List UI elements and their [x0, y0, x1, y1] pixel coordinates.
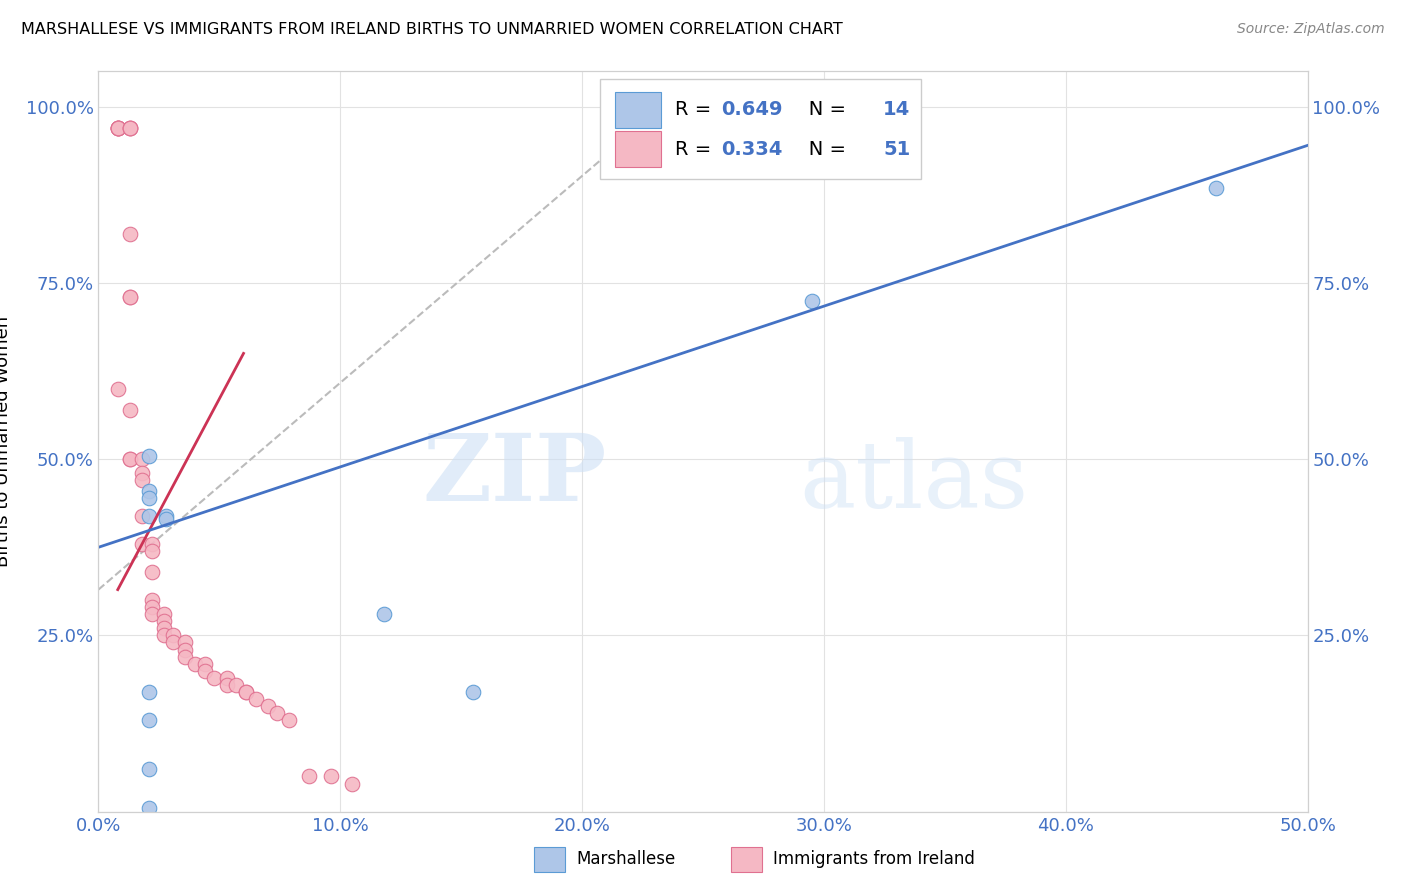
Point	[118, 290, 141, 304]
Point	[298, 769, 321, 783]
Point	[319, 769, 342, 783]
Point	[162, 628, 184, 642]
Point	[1205, 180, 1227, 194]
Point	[118, 120, 141, 135]
Point	[107, 120, 129, 135]
Point	[194, 664, 217, 678]
Point	[138, 763, 160, 777]
Point	[107, 120, 129, 135]
Point	[256, 698, 278, 713]
Point	[278, 713, 301, 727]
Text: Source: ZipAtlas.com: Source: ZipAtlas.com	[1237, 22, 1385, 37]
Y-axis label: Births to Unmarried Women: Births to Unmarried Women	[0, 316, 11, 567]
Text: N =: N =	[790, 101, 852, 120]
Point	[184, 657, 207, 671]
Text: 0.334: 0.334	[721, 139, 783, 159]
Point	[266, 706, 288, 720]
Point	[118, 120, 141, 135]
Point	[235, 685, 257, 699]
Point	[131, 473, 153, 487]
FancyBboxPatch shape	[614, 131, 661, 167]
Point	[131, 467, 153, 481]
Point	[152, 607, 174, 622]
Point	[141, 600, 163, 615]
Point	[162, 635, 184, 649]
Point	[155, 512, 177, 526]
Point	[138, 801, 160, 815]
Point	[131, 508, 153, 523]
Point	[138, 449, 160, 463]
Text: 51: 51	[883, 139, 911, 159]
FancyBboxPatch shape	[614, 92, 661, 128]
Point	[138, 508, 160, 523]
Point	[152, 621, 174, 635]
Text: R =: R =	[675, 139, 717, 159]
Text: N =: N =	[790, 139, 852, 159]
Text: Immigrants from Ireland: Immigrants from Ireland	[773, 850, 976, 868]
Text: MARSHALLESE VS IMMIGRANTS FROM IRELAND BIRTHS TO UNMARRIED WOMEN CORRELATION CHA: MARSHALLESE VS IMMIGRANTS FROM IRELAND B…	[21, 22, 842, 37]
Point	[107, 120, 129, 135]
Point	[141, 537, 163, 551]
Point	[152, 615, 174, 629]
Point	[107, 120, 129, 135]
Point	[342, 776, 364, 790]
Point	[245, 692, 267, 706]
Point	[138, 713, 160, 727]
Point	[204, 671, 226, 685]
Text: ZIP: ZIP	[422, 430, 606, 520]
Point	[463, 685, 485, 699]
Text: atlas: atlas	[800, 437, 1029, 527]
Point	[215, 671, 238, 685]
Point	[174, 635, 197, 649]
Point	[800, 293, 823, 308]
Point	[152, 628, 174, 642]
Point	[118, 402, 141, 417]
Text: 14: 14	[883, 101, 911, 120]
Text: R =: R =	[675, 101, 717, 120]
Point	[138, 685, 160, 699]
Point	[138, 483, 160, 498]
Point	[138, 491, 160, 505]
Point	[118, 452, 141, 467]
Point	[118, 452, 141, 467]
Point	[118, 227, 141, 241]
Point	[141, 593, 163, 607]
Point	[225, 678, 247, 692]
Point	[107, 120, 129, 135]
FancyBboxPatch shape	[600, 78, 921, 178]
Text: Marshallese: Marshallese	[576, 850, 676, 868]
Point	[118, 290, 141, 304]
Point	[174, 649, 197, 664]
Point	[174, 642, 197, 657]
Point	[155, 508, 177, 523]
Point	[141, 544, 163, 558]
Point	[141, 607, 163, 622]
Point	[141, 565, 163, 579]
Point	[373, 607, 395, 622]
Point	[131, 452, 153, 467]
Point	[215, 678, 238, 692]
Point	[194, 657, 217, 671]
Text: 0.649: 0.649	[721, 101, 783, 120]
Point	[118, 120, 141, 135]
Point	[235, 685, 257, 699]
Point	[131, 537, 153, 551]
Point	[107, 382, 129, 396]
